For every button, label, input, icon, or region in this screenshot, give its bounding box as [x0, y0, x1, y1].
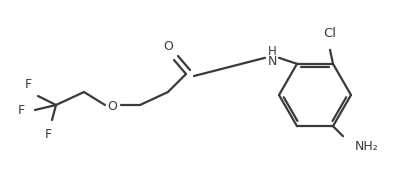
Text: F: F: [18, 104, 25, 117]
Text: O: O: [107, 100, 117, 113]
Text: H: H: [267, 45, 276, 58]
Text: Cl: Cl: [323, 27, 336, 40]
Text: NH₂: NH₂: [354, 140, 378, 153]
Text: F: F: [25, 77, 31, 90]
Text: F: F: [44, 128, 52, 141]
Text: O: O: [163, 41, 173, 54]
Text: N: N: [267, 55, 276, 68]
